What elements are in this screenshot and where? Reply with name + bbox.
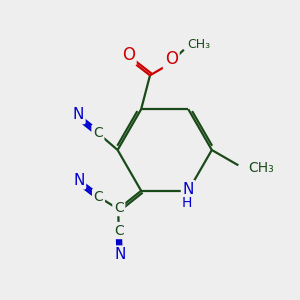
Text: C: C [115,224,124,238]
Text: N: N [114,247,126,262]
Text: O: O [122,46,135,64]
Text: N: N [183,182,194,197]
Text: H: H [182,196,192,210]
Text: C: C [114,201,124,214]
Text: C: C [93,126,103,140]
Text: N: N [73,107,84,122]
Text: C: C [94,190,103,204]
Text: CH₃: CH₃ [249,161,274,175]
Text: O: O [165,50,178,68]
Text: CH₃: CH₃ [187,38,210,51]
Text: N: N [73,173,84,188]
